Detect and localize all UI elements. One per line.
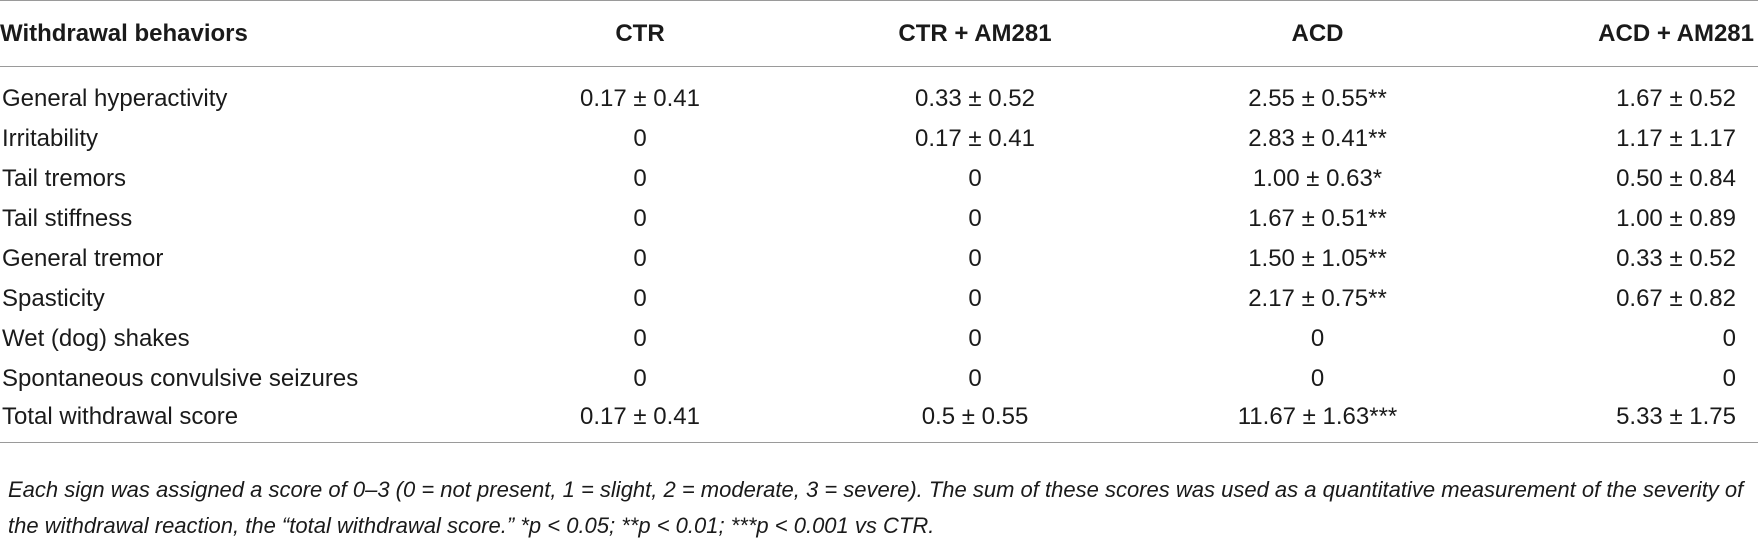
behavior-cell: Wet (dog) shakes [2, 324, 190, 352]
table-header-row: Withdrawal behaviors CTR CTR + AM281 ACD… [0, 0, 1758, 67]
acd-cell: 1.00 ± 0.63* [1252, 164, 1383, 192]
acd-am281-cell: 1.17 ± 1.17 [1616, 124, 1736, 152]
table-row-total: Total withdrawal score 0.17 ± 0.41 0.5 ±… [0, 399, 1758, 443]
ctr-cell: 0 [633, 284, 647, 312]
behavior-cell: Spontaneous convulsive seizures [2, 364, 359, 392]
behavior-cell: General hyperactivity [2, 84, 228, 112]
acd-cell: 11.67 ± 1.63*** [1237, 403, 1398, 431]
ctr-am281-cell: 0 [968, 284, 982, 312]
ctr-cell: 0.17 ± 0.41 [580, 84, 700, 112]
ctr-cell: 0 [633, 204, 647, 232]
column-header-ctr-am281: CTR + AM281 [810, 0, 1140, 67]
column-header-acd: ACD [1140, 0, 1495, 67]
withdrawal-table-container: Withdrawal behaviors CTR CTR + AM281 ACD… [0, 0, 1758, 443]
column-header-ctr: CTR [470, 0, 810, 67]
behavior-cell: Tail stiffness [2, 204, 133, 232]
ctr-cell: 0 [633, 324, 647, 352]
acd-cell: 1.67 ± 0.51** [1248, 204, 1387, 232]
ctr-am281-cell: 0 [968, 364, 982, 392]
acd-am281-cell: 0.67 ± 0.82 [1616, 284, 1736, 312]
table-row: General hyperactivity 0.17 ± 0.41 0.33 ±… [0, 67, 1758, 119]
acd-cell: 2.83 ± 0.41** [1248, 124, 1387, 152]
acd-cell: 2.55 ± 0.55** [1248, 84, 1387, 112]
column-header-acd-am281: ACD + AM281 [1495, 0, 1758, 67]
ctr-cell: 0.17 ± 0.41 [580, 403, 700, 431]
ctr-cell: 0 [633, 124, 647, 152]
behavior-cell: Total withdrawal score [2, 403, 239, 431]
acd-cell: 1.50 ± 1.05** [1248, 244, 1387, 272]
withdrawal-behaviors-table: Withdrawal behaviors CTR CTR + AM281 ACD… [0, 0, 1758, 443]
ctr-am281-cell: 0.33 ± 0.52 [915, 84, 1035, 112]
acd-cell: 2.17 ± 0.75** [1248, 284, 1387, 312]
ctr-am281-cell: 0 [968, 204, 982, 232]
acd-cell: 0 [1310, 364, 1325, 392]
table-row: Wet (dog) shakes 0 0 0 0 [0, 319, 1758, 359]
acd-am281-cell: 1.00 ± 0.89 [1616, 204, 1736, 232]
ctr-cell: 0 [633, 364, 647, 392]
table-row: Spontaneous convulsive seizures 0 0 0 0 [0, 359, 1758, 399]
ctr-am281-cell: 0.5 ± 0.55 [921, 403, 1029, 431]
behavior-cell: Tail tremors [2, 164, 127, 192]
table-row: General tremor 0 0 1.50 ± 1.05** 0.33 ± … [0, 239, 1758, 279]
ctr-cell: 0 [633, 164, 647, 192]
column-header-behavior: Withdrawal behaviors [0, 0, 470, 67]
table-row: Irritability 0 0.17 ± 0.41 2.83 ± 0.41**… [0, 119, 1758, 159]
acd-am281-cell: 0 [1722, 324, 1736, 352]
table-row: Spasticity 0 0 2.17 ± 0.75** 0.67 ± 0.82 [0, 279, 1758, 319]
ctr-am281-cell: 0 [968, 324, 982, 352]
ctr-am281-cell: 0 [968, 164, 982, 192]
ctr-am281-cell: 0.17 ± 0.41 [915, 124, 1035, 152]
ctr-cell: 0 [633, 244, 647, 272]
acd-am281-cell: 1.67 ± 0.52 [1616, 84, 1736, 112]
behavior-cell: Irritability [2, 124, 99, 152]
acd-am281-cell: 0.50 ± 0.84 [1616, 164, 1736, 192]
ctr-am281-cell: 0 [968, 244, 982, 272]
behavior-cell: General tremor [2, 244, 164, 272]
table-row: Tail stiffness 0 0 1.67 ± 0.51** 1.00 ± … [0, 199, 1758, 239]
acd-am281-cell: 0.33 ± 0.52 [1616, 244, 1736, 272]
table-row: Tail tremors 0 0 1.00 ± 0.63* 0.50 ± 0.8… [0, 159, 1758, 199]
acd-am281-cell: 0 [1722, 364, 1736, 392]
acd-am281-cell: 5.33 ± 1.75 [1616, 403, 1736, 431]
acd-cell: 0 [1310, 324, 1325, 352]
behavior-cell: Spasticity [2, 284, 105, 312]
table-footnote: Each sign was assigned a score of 0–3 (0… [8, 477, 1744, 538]
